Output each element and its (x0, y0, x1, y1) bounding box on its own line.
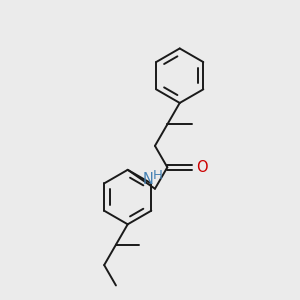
Text: H: H (152, 169, 162, 182)
Text: O: O (196, 160, 207, 175)
Text: N: N (143, 172, 154, 187)
